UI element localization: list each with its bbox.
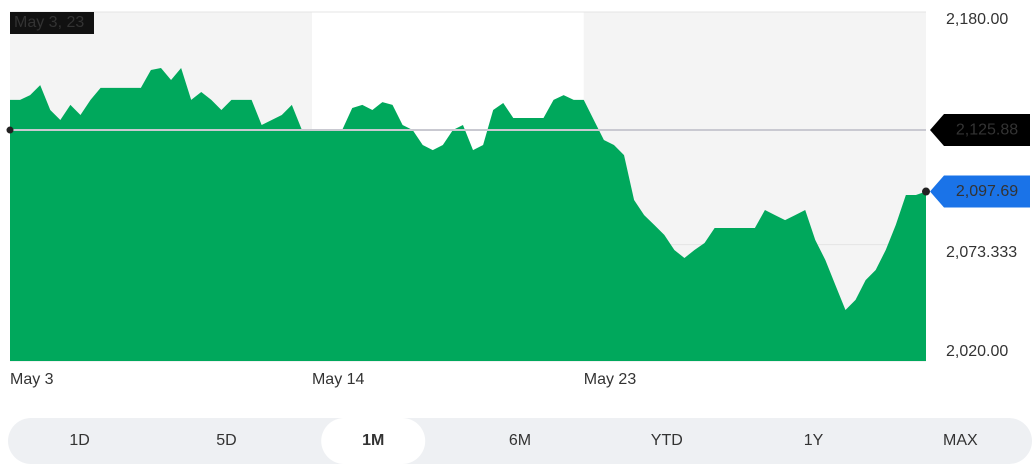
price-tag: [930, 114, 1030, 147]
range-button[interactable]: YTD: [651, 432, 683, 449]
range-button[interactable]: 1M: [362, 432, 384, 449]
price-tag-label: 2,125.88: [956, 121, 1018, 138]
x-tick-label: May 3: [10, 371, 54, 388]
price-area: [10, 68, 926, 361]
y-tick-label: 2,073.333: [946, 244, 1017, 261]
range-button[interactable]: 1Y: [804, 432, 824, 449]
x-tick-label: May 14: [312, 371, 365, 388]
price-tag-label: 2,097.69: [956, 183, 1018, 200]
range-button[interactable]: 6M: [509, 432, 531, 449]
range-button[interactable]: 5D: [216, 432, 236, 449]
price-tag: [930, 175, 1030, 208]
range-bar: [8, 418, 1032, 464]
x-tick-label: May 23: [584, 371, 637, 388]
range-button[interactable]: 1D: [69, 432, 89, 449]
reference-dot: [6, 126, 14, 134]
last-price-dot: [922, 187, 930, 196]
crosshair-label: May 3, 23: [14, 14, 84, 31]
y-tick-label: 2,020.00: [946, 343, 1008, 360]
range-selected: [321, 418, 426, 464]
crosshair-box: [10, 12, 94, 34]
range-button[interactable]: MAX: [943, 432, 978, 449]
y-tick-label: 2,180.00: [946, 11, 1008, 28]
